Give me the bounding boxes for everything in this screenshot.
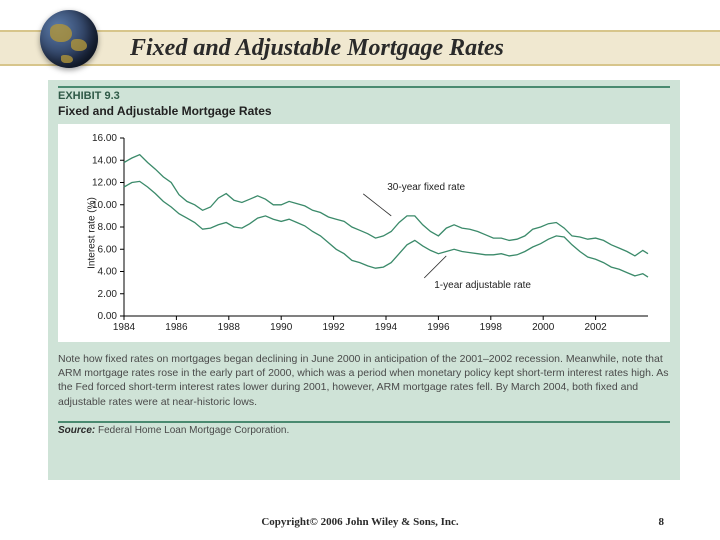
slide-title: Fixed and Adjustable Mortgage Rates (130, 35, 504, 62)
svg-text:1998: 1998 (480, 322, 503, 333)
footer: Copyright© 2006 John Wiley & Sons, Inc. … (0, 516, 720, 528)
svg-text:1996: 1996 (427, 322, 450, 333)
globe-icon (40, 10, 98, 68)
y-axis-label: Interest rate (%) (86, 197, 97, 269)
chart-area: Interest rate (%) 0.002.004.006.008.0010… (58, 124, 670, 342)
svg-text:6.00: 6.00 (98, 244, 118, 255)
source-rule (58, 421, 670, 423)
exhibit-source: Source: Federal Home Loan Mortgage Corpo… (58, 425, 670, 436)
svg-text:4.00: 4.00 (98, 267, 118, 278)
page-number: 8 (659, 516, 665, 528)
exhibit-label: EXHIBIT 9.3 (58, 90, 670, 102)
source-label: Source: (58, 425, 95, 436)
svg-text:1988: 1988 (218, 322, 241, 333)
title-band: Fixed and Adjustable Mortgage Rates (0, 30, 720, 66)
svg-text:12.00: 12.00 (92, 178, 117, 189)
copyright: Copyright© 2006 John Wiley & Sons, Inc. (261, 516, 458, 528)
svg-text:1986: 1986 (165, 322, 188, 333)
exhibit-rule (58, 86, 670, 88)
svg-text:1984: 1984 (113, 322, 136, 333)
svg-text:2000: 2000 (532, 322, 555, 333)
exhibit-title: Fixed and Adjustable Mortgage Rates (58, 104, 670, 118)
svg-text:30-year fixed rate: 30-year fixed rate (387, 182, 465, 193)
svg-text:0.00: 0.00 (98, 311, 118, 322)
svg-text:8.00: 8.00 (98, 222, 118, 233)
svg-text:1-year adjustable rate: 1-year adjustable rate (434, 280, 531, 291)
svg-text:1992: 1992 (322, 322, 345, 333)
svg-text:1994: 1994 (375, 322, 398, 333)
svg-text:2.00: 2.00 (98, 289, 118, 300)
svg-text:16.00: 16.00 (92, 133, 117, 144)
source-text: Federal Home Loan Mortgage Corporation. (98, 425, 289, 436)
svg-text:1990: 1990 (270, 322, 293, 333)
exhibit-panel: EXHIBIT 9.3 Fixed and Adjustable Mortgag… (48, 80, 680, 480)
line-chart: 0.002.004.006.008.0010.0012.0014.0016.00… (68, 132, 658, 338)
svg-text:2002: 2002 (584, 322, 607, 333)
svg-text:14.00: 14.00 (92, 155, 117, 166)
exhibit-note: Note how fixed rates on mortgages began … (58, 352, 670, 409)
